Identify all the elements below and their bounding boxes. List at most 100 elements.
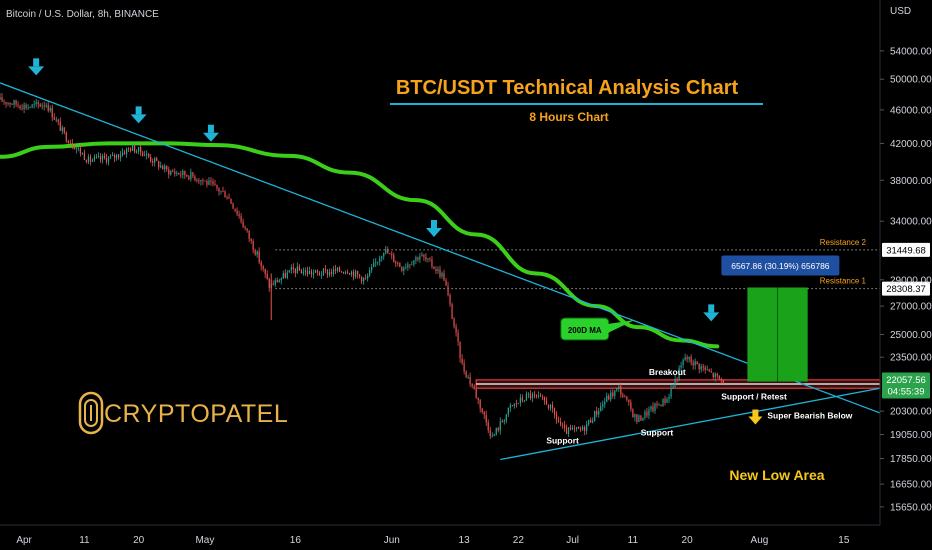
candle-body	[547, 404, 550, 409]
candle-body	[586, 424, 588, 431]
candle-body	[190, 172, 192, 180]
down-arrow-icon	[430, 219, 437, 228]
candle-body	[248, 230, 250, 239]
candle-body	[344, 272, 347, 274]
candle-body	[549, 404, 552, 409]
candle-body	[565, 427, 568, 434]
candle-body	[296, 266, 298, 274]
candle-body	[596, 411, 598, 415]
candle-body	[292, 267, 294, 269]
candle-body	[602, 404, 604, 407]
candle-body	[67, 140, 69, 143]
x-tick-label: 11	[79, 535, 90, 546]
candle-body	[136, 151, 138, 153]
x-tick-label: 11	[628, 535, 639, 546]
candle-body	[174, 171, 176, 174]
candle-body	[469, 376, 471, 384]
candle-body	[495, 428, 497, 435]
candle-body	[220, 191, 222, 192]
candle-body	[389, 253, 391, 255]
candle-body	[608, 395, 610, 400]
y-tick-label: 23500.00	[890, 353, 932, 364]
candle-body	[314, 270, 317, 273]
candle-body	[367, 275, 369, 279]
candle-body	[680, 365, 682, 368]
candles-layer	[0, 92, 724, 439]
candle-body	[481, 408, 483, 412]
candle-body	[272, 283, 274, 285]
candle-body	[17, 104, 19, 106]
candle-body	[208, 180, 210, 185]
candle-body	[95, 156, 98, 158]
candle-body	[578, 427, 580, 429]
descending-resistance-trendline[interactable]	[0, 82, 881, 414]
y-tick-label: 19050.00	[890, 430, 932, 441]
candle-body	[212, 181, 214, 185]
candle-body	[636, 414, 638, 423]
candle-body	[218, 188, 220, 192]
candle-body	[600, 406, 602, 412]
candle-body	[280, 278, 282, 281]
candle-body	[234, 208, 236, 211]
candle-body	[718, 375, 720, 379]
candle-body	[75, 148, 77, 150]
candle-body	[567, 427, 570, 434]
candle-body	[427, 258, 429, 260]
candle-body	[668, 397, 670, 400]
candle-body	[142, 152, 144, 156]
candle-body	[678, 367, 680, 380]
candle-body	[298, 266, 300, 271]
candle-body	[150, 156, 152, 162]
candle-body	[614, 390, 616, 396]
level-price-label: 28308.37	[886, 284, 926, 295]
candle-body	[109, 156, 112, 158]
arrows-layer	[28, 58, 720, 322]
candle-body	[250, 238, 252, 241]
candle-body	[461, 358, 463, 364]
candle-body	[662, 398, 664, 407]
candle-body	[103, 155, 106, 158]
candle-body	[483, 411, 485, 415]
ascending-support-trendline[interactable]	[500, 387, 881, 461]
candle-body	[246, 228, 248, 231]
candle-body	[525, 393, 527, 401]
candle-body	[334, 269, 337, 271]
candle-body	[435, 269, 437, 272]
candle-body	[322, 269, 325, 275]
candle-body	[622, 394, 624, 397]
candle-body	[65, 132, 67, 141]
level-label: Resistance 2	[820, 238, 867, 247]
candle-body	[113, 155, 116, 159]
candle-body	[83, 153, 85, 161]
trendlines-layer[interactable]	[0, 82, 881, 461]
candle-body	[559, 421, 562, 425]
x-tick-label: 16	[290, 535, 302, 546]
time-axis[interactable]: Apr 11 20 May 16 Jun 13 22 Jul 11 20 Aug 15	[0, 524, 880, 546]
candle-body	[616, 388, 618, 391]
candle-body	[650, 406, 652, 410]
candle-body	[421, 254, 423, 257]
candle-body	[437, 269, 439, 272]
candle-body	[158, 160, 160, 168]
candle-body	[178, 172, 180, 175]
candle-body	[328, 271, 331, 276]
current-price-tag	[882, 372, 930, 399]
candle-body	[626, 396, 628, 400]
price-axis[interactable]: USD 54000.00 50000.00 46000.00 42000.00 3800…	[879, 0, 932, 525]
candle-body	[391, 253, 393, 256]
candle-body	[527, 393, 530, 395]
y-tick-label: 50000.00	[890, 75, 932, 86]
candle-body	[700, 366, 702, 370]
candle-body	[515, 403, 517, 405]
candle-body	[385, 249, 387, 253]
candle-body	[630, 402, 632, 410]
candle-body	[590, 419, 592, 423]
candle-body	[535, 395, 538, 397]
candle-body	[99, 155, 102, 160]
candle-body	[698, 363, 700, 370]
x-tick-label: Jul	[566, 535, 579, 546]
candle-body	[632, 409, 634, 418]
candle-body	[238, 214, 240, 217]
